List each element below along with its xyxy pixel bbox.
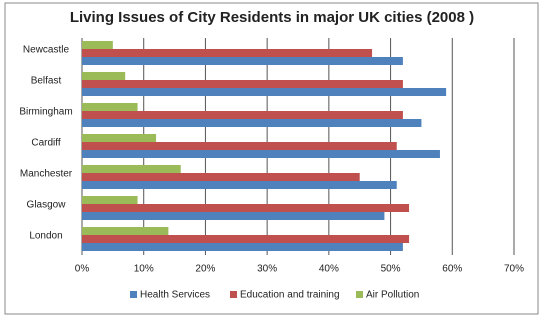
- bar: [82, 165, 181, 173]
- x-tick-label: 20%: [195, 264, 215, 275]
- legend-label: Air Pollution: [366, 290, 419, 301]
- x-tick-label: 70%: [504, 264, 524, 275]
- bar: [82, 196, 138, 204]
- x-tick-label: 40%: [319, 264, 339, 275]
- y-tick-label: Birmingham: [19, 107, 72, 118]
- y-tick-label: London: [29, 231, 62, 242]
- y-tick-label: Glasgow: [27, 200, 67, 211]
- x-tick-label: 60%: [442, 264, 462, 275]
- y-tick-label: Belfast: [31, 76, 62, 87]
- bar: [82, 134, 157, 142]
- legend-label: Education and training: [240, 290, 340, 301]
- bar: [82, 88, 447, 96]
- x-tick-label: 50%: [381, 264, 401, 275]
- y-tick-label: Newcastle: [23, 45, 70, 56]
- bar: [82, 111, 403, 119]
- y-tick-label: Cardiff: [31, 138, 60, 149]
- bar: [82, 181, 397, 189]
- bar: [82, 204, 410, 212]
- bar: [82, 57, 403, 65]
- bar: [82, 212, 385, 220]
- legend-swatch: [230, 291, 237, 298]
- bar: [82, 150, 440, 158]
- legend-swatch: [356, 291, 363, 298]
- bar: [82, 227, 169, 235]
- bar: [82, 103, 138, 111]
- x-tick-label: 30%: [257, 264, 277, 275]
- legend-label: Health Services: [140, 290, 210, 301]
- x-tick-label: 10%: [134, 264, 154, 275]
- bar: [82, 142, 397, 150]
- legend-swatch: [130, 291, 137, 298]
- y-tick-label: Manchester: [20, 169, 73, 180]
- x-tick-label: 0%: [75, 264, 90, 275]
- bar: [82, 119, 422, 127]
- bar: [82, 49, 373, 57]
- bar: [82, 41, 113, 49]
- bar: [82, 243, 403, 251]
- bar: [82, 72, 126, 80]
- bar: [82, 173, 360, 181]
- bar: [82, 80, 403, 88]
- chart-title: Living Issues of City Residents in major…: [70, 9, 474, 26]
- bar: [82, 235, 410, 243]
